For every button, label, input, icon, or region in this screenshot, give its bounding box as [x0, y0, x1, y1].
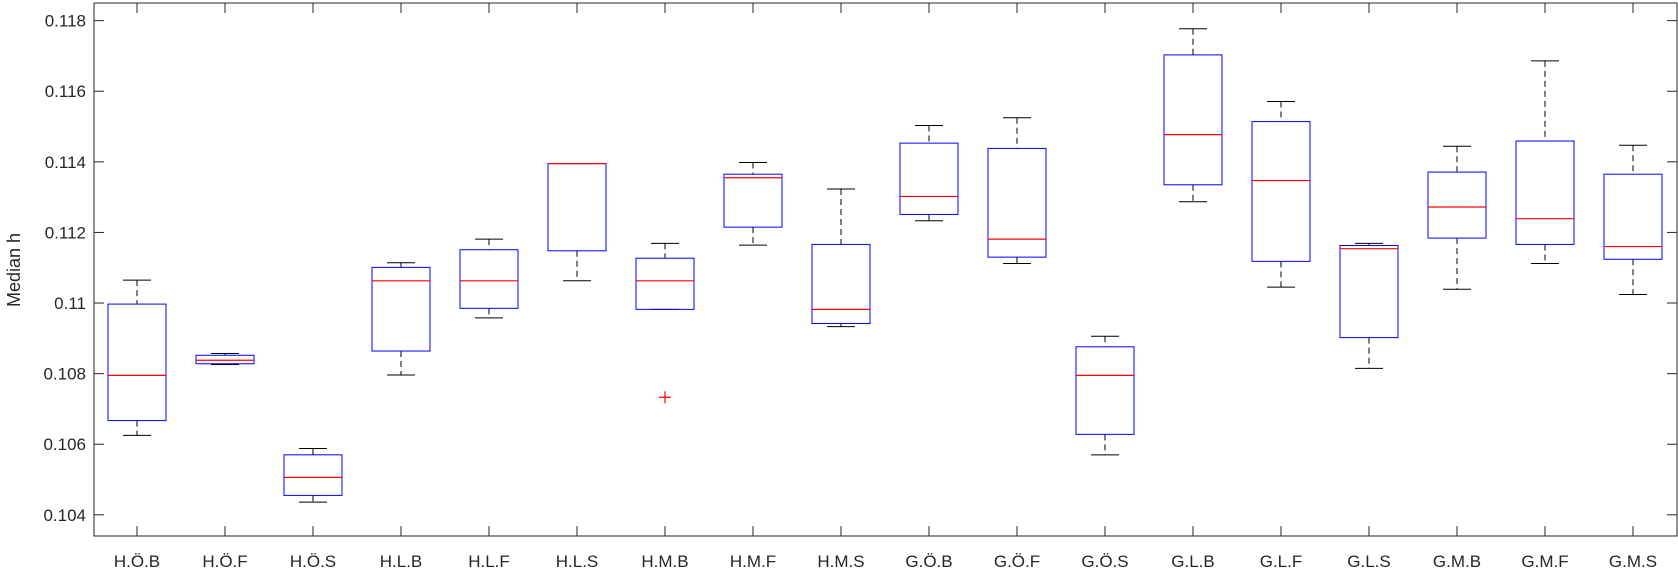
plot-area — [94, 3, 1677, 536]
x-tick-label: H.L.S — [556, 552, 599, 570]
iqr-box — [987, 147, 1047, 258]
x-tick-label: G.L.F — [1260, 552, 1303, 570]
y-tick-label: 0.114 — [45, 153, 86, 172]
box-G.Ö.B — [899, 124, 959, 222]
box-G.Ö.F — [987, 117, 1047, 264]
iqr-box — [1515, 140, 1575, 245]
y-axis-label: Median h — [4, 233, 24, 307]
axes-frame — [93, 2, 1678, 537]
x-tick-label: G.M.S — [1609, 552, 1657, 570]
box-G.L.S — [1339, 242, 1399, 369]
box-G.M.B — [1427, 145, 1487, 290]
y-tick-label: 0.11 — [54, 294, 86, 313]
iqr-box — [899, 142, 959, 215]
iqr-box — [1251, 121, 1311, 262]
x-axis: H.Ö.B H.Ö.F H.Ö.S H.L.B H.L.F H.L.S H.M.B H.M.F… — [114, 3, 1657, 570]
x-tick-label: H.M.S — [817, 552, 864, 570]
iqr-box — [1163, 54, 1223, 186]
box-H.M.B — [635, 242, 695, 404]
x-tick-label: H.M.F — [730, 552, 776, 570]
box-H.L.B — [371, 262, 431, 376]
box-G.L.F — [1251, 100, 1311, 288]
x-tick-label: G.M.F — [1521, 552, 1568, 570]
x-tick-label: H.L.F — [468, 552, 510, 570]
x-tick-label: G.Ö.S — [1081, 552, 1128, 570]
iqr-box — [1603, 173, 1663, 260]
iqr-box — [371, 266, 431, 352]
box-G.M.S — [1603, 144, 1663, 296]
x-tick-label: H.Ö.F — [202, 552, 247, 570]
box-G.M.F — [1515, 60, 1575, 264]
box-H.L.F — [459, 238, 519, 319]
box-H.Ö.S — [283, 447, 343, 503]
y-tick-label: 0.108 — [43, 365, 86, 384]
box-H.Ö.F — [195, 353, 255, 365]
y-tick-label: 0.116 — [45, 82, 86, 101]
x-tick-label: H.M.B — [641, 552, 688, 570]
box-H.Ö.B — [107, 279, 167, 436]
iqr-box — [283, 454, 343, 496]
iqr-box — [1075, 346, 1135, 435]
y-tick-label: 0.112 — [45, 223, 86, 242]
x-tick-label: H.Ö.S — [290, 552, 336, 570]
box-H.M.S — [811, 188, 871, 328]
boxes-layer — [107, 28, 1663, 503]
iqr-box — [635, 257, 695, 310]
x-tick-label: H.Ö.B — [114, 552, 160, 570]
box-G.L.B — [1163, 28, 1223, 203]
box-H.M.F — [723, 162, 783, 246]
iqr-box — [107, 303, 167, 422]
box-H.L.S — [547, 163, 607, 282]
iqr-box — [1339, 244, 1399, 339]
x-tick-label: G.L.S — [1347, 552, 1390, 570]
iqr-box — [723, 173, 783, 228]
box-G.Ö.S — [1075, 335, 1135, 456]
x-tick-label: H.L.B — [380, 552, 423, 570]
iqr-box — [459, 249, 519, 309]
y-tick-label: 0.118 — [45, 12, 86, 31]
y-tick-label: 0.106 — [43, 435, 86, 454]
outlier-marker — [659, 391, 671, 404]
y-tick-label: 0.104 — [43, 506, 86, 525]
iqr-box — [1427, 171, 1487, 239]
y-axis: 0.104 0.106 0.108 0.11 0.112 0.114 0.116 0.118 — [43, 12, 1677, 525]
x-tick-label: G.M.B — [1433, 552, 1481, 570]
iqr-box — [811, 243, 871, 325]
x-tick-label: G.Ö.B — [905, 552, 952, 570]
x-tick-label: G.Ö.F — [994, 552, 1040, 570]
iqr-box — [195, 354, 255, 365]
x-tick-label: G.L.B — [1171, 552, 1214, 570]
